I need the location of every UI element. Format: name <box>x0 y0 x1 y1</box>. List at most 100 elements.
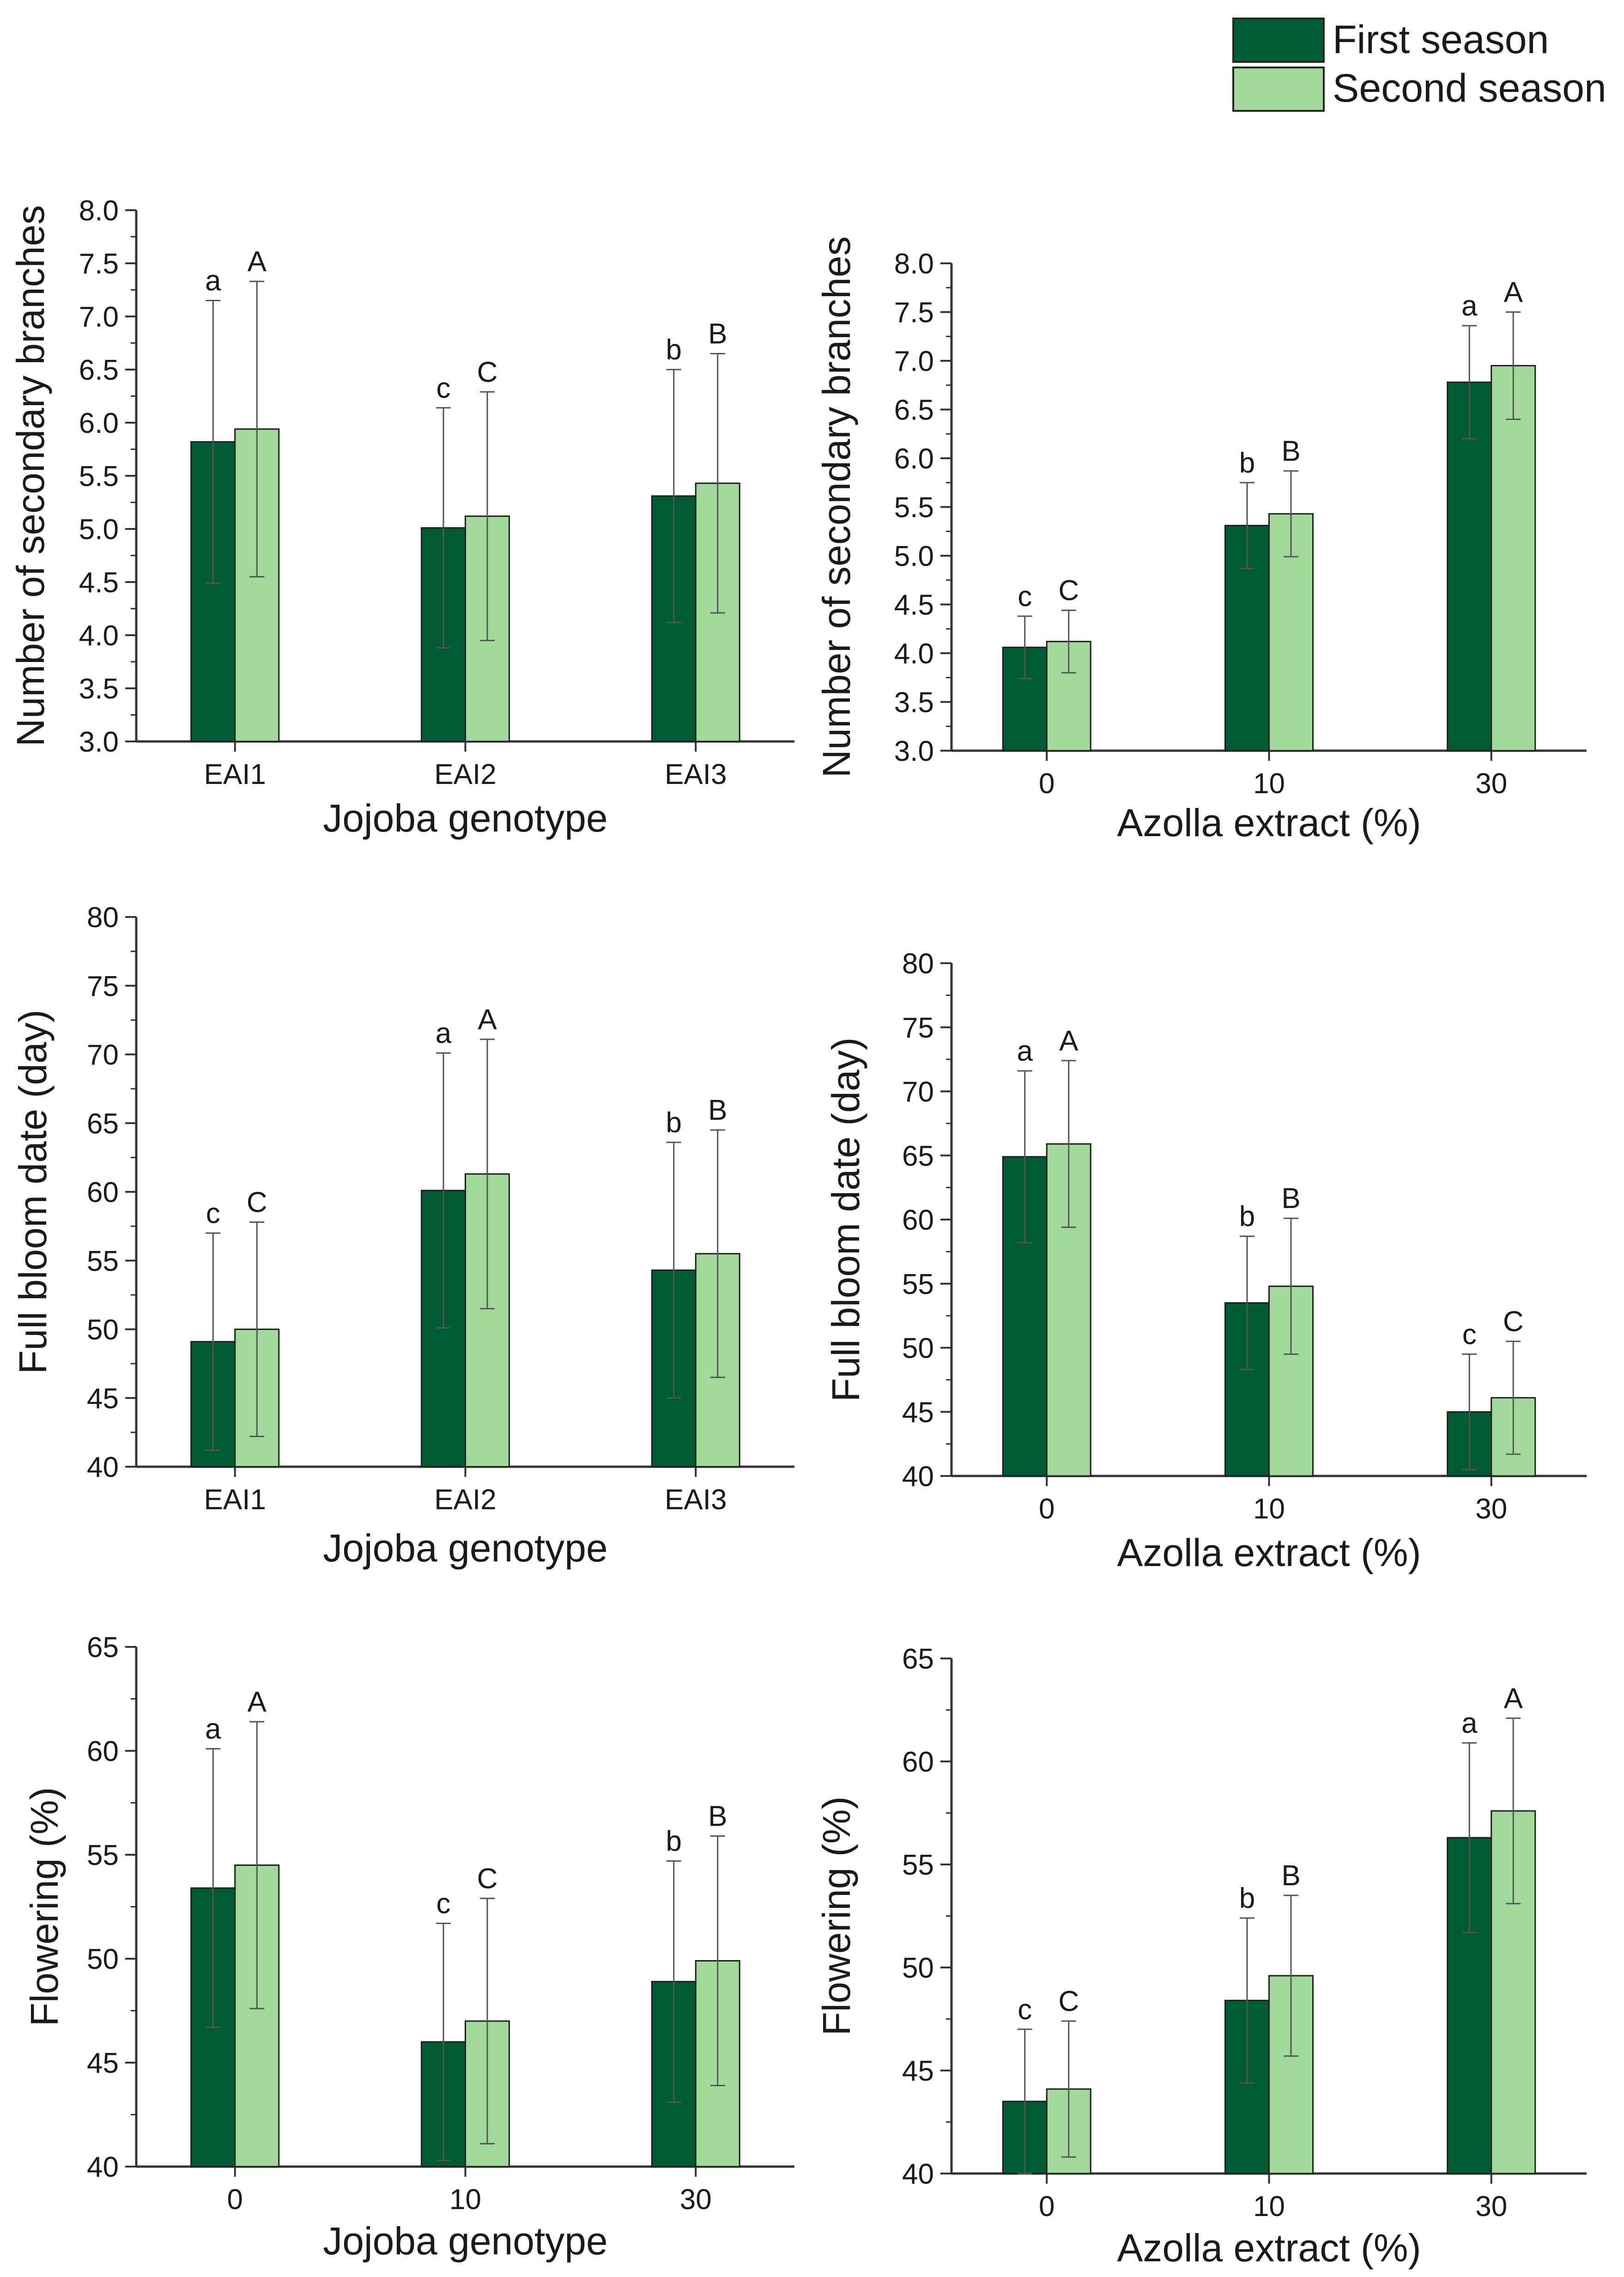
significance-letter: B <box>1281 1183 1300 1214</box>
y-tick-label: 45 <box>87 1383 119 1415</box>
significance-letter: c <box>206 1197 220 1229</box>
x-tick-label: 0 <box>227 2184 243 2216</box>
significance-letter: b <box>1239 1882 1255 1914</box>
y-tick-label: 45 <box>87 2047 119 2079</box>
y-axis-title: Number of secondary branches <box>815 237 858 778</box>
significance-letter: a <box>436 1018 452 1050</box>
y-axis-title: Flowering (%) <box>23 1787 66 2026</box>
significance-letter: b <box>666 334 682 366</box>
legend-label-second-season: Second season <box>1333 66 1606 110</box>
y-tick-label: 6.0 <box>894 443 934 475</box>
significance-letter: B <box>1281 1860 1300 1892</box>
x-tick-label: EAI2 <box>434 1484 496 1516</box>
y-tick-label: 3.5 <box>79 673 119 705</box>
x-tick-label: 30 <box>1475 768 1507 800</box>
significance-letter: A <box>248 1686 267 1718</box>
significance-letter: b <box>1239 447 1255 479</box>
y-tick-label: 50 <box>902 1333 934 1365</box>
y-tick-label: 55 <box>87 1840 119 1871</box>
significance-letter: C <box>1503 1306 1524 1338</box>
y-axis-title: Full bloom date (day) <box>11 1009 55 1374</box>
legend: First season Second season <box>1232 18 1606 112</box>
x-axis-title: Jojoba genotype <box>323 796 608 840</box>
x-tick-label: 0 <box>1039 768 1054 800</box>
chart-middle-left: 40 45 50 55 60 65 70 75 80 EAI1 c C EAI2 a A EAI3 b B Jojo… <box>11 902 794 1570</box>
y-tick-label: 40 <box>902 2158 934 2190</box>
y-tick-label: 60 <box>902 1204 934 1236</box>
y-tick-label: 50 <box>902 1952 934 1984</box>
y-tick-label: 55 <box>87 1245 119 1277</box>
bar-second-season <box>1491 365 1536 752</box>
significance-letter: b <box>666 1107 682 1139</box>
chart-top-left: 3.0 3.5 4.0 4.5 5.0 5.5 6.0 6.5 7.0 7.5 8.0 EAI1 aA E… <box>9 195 794 840</box>
x-tick-label: EAI1 <box>204 759 266 790</box>
x-axis-title: Azolla extract (%) <box>1117 1531 1421 1574</box>
x-axis-title: Jojoba genotype <box>323 2219 608 2263</box>
y-tick-label: 6.5 <box>79 354 119 386</box>
x-tick-label: 30 <box>1475 2191 1507 2222</box>
significance-letter: C <box>247 1186 267 1218</box>
y-tick-label: 45 <box>902 1397 934 1428</box>
y-tick-label: 3.0 <box>894 735 934 767</box>
y-tick-label: 40 <box>902 1461 934 1493</box>
y-tick-label: 50 <box>87 1943 119 1975</box>
x-tick-label: 10 <box>449 2184 481 2216</box>
x-tick-label: EAI2 <box>434 759 496 790</box>
significance-letter: A <box>1504 277 1523 309</box>
y-tick-label: 60 <box>902 1746 934 1778</box>
y-tick-label: 4.5 <box>79 567 119 599</box>
significance-letter: a <box>205 265 221 297</box>
significance-letter: A <box>1059 1025 1079 1057</box>
significance-letter: b <box>1239 1201 1255 1233</box>
y-tick-label: 6.5 <box>894 395 934 426</box>
y-tick-label: 4.5 <box>894 589 934 621</box>
y-tick-label: 7.5 <box>894 297 934 329</box>
x-tick-label: 30 <box>680 2184 712 2216</box>
significance-letter: C <box>477 356 498 388</box>
chart-panels: 3.03.54.04.55.05.56.06.57.07.58.0EAI1aAE… <box>9 195 1587 2270</box>
significance-letter: b <box>666 1826 682 1858</box>
y-tick-label: 60 <box>87 1177 119 1208</box>
x-tick-label: 0 <box>1039 2191 1054 2222</box>
significance-letter: C <box>1058 575 1079 607</box>
significance-letter: c <box>1018 1994 1032 2026</box>
bar-first-season <box>1002 1156 1048 1477</box>
y-tick-label: 7.0 <box>79 301 119 333</box>
y-tick-label: 4.0 <box>894 638 934 670</box>
y-tick-label: 70 <box>902 1076 934 1108</box>
significance-letter: c <box>1462 1318 1477 1350</box>
x-tick-label: EAI3 <box>665 1484 727 1516</box>
significance-letter: a <box>1461 290 1478 322</box>
x-tick-label: 30 <box>1475 1493 1507 1525</box>
x-tick-label: EAI1 <box>204 1484 266 1516</box>
significance-letter: c <box>1018 581 1032 613</box>
y-tick-label: 7.0 <box>894 346 934 377</box>
y-tick-label: 65 <box>87 1108 119 1140</box>
y-tick-label: 5.0 <box>79 514 119 546</box>
significance-letter: B <box>1281 435 1300 467</box>
significance-letter: A <box>478 1004 497 1036</box>
y-tick-label: 80 <box>902 948 934 980</box>
significance-letter: C <box>477 1863 498 1895</box>
significance-letter: c <box>436 1888 451 1920</box>
x-tick-label: 10 <box>1253 2191 1285 2222</box>
y-tick-label: 55 <box>902 1269 934 1300</box>
y-tick-label: 60 <box>87 1736 119 1767</box>
significance-letter: B <box>708 318 727 350</box>
y-tick-label: 50 <box>87 1314 119 1346</box>
x-axis-title: Azolla extract (%) <box>1117 801 1421 844</box>
significance-letter: a <box>205 1713 221 1745</box>
y-axis-title: Flowering (%) <box>815 1796 858 2035</box>
y-tick-label: 3.5 <box>894 687 934 719</box>
y-tick-label: 8.0 <box>79 195 119 227</box>
y-tick-label: 5.0 <box>894 540 934 572</box>
y-tick-label: 6.0 <box>79 407 119 439</box>
y-tick-label: 5.5 <box>894 492 934 524</box>
significance-letter: B <box>708 1801 727 1833</box>
significance-letter: B <box>708 1094 727 1126</box>
y-tick-label: 8.0 <box>894 248 934 280</box>
x-tick-label: 10 <box>1253 1493 1285 1525</box>
significance-letter: C <box>1058 1986 1079 2017</box>
legend-label-first-season: First season <box>1333 18 1549 62</box>
significance-letter: c <box>436 372 451 404</box>
